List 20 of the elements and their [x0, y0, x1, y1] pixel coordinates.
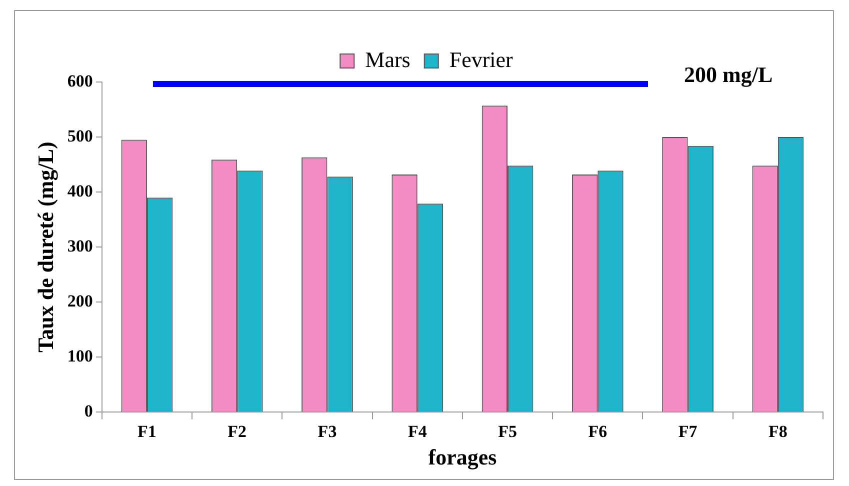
- x-tick-label: F5: [498, 422, 517, 441]
- x-tick-label: F4: [408, 422, 428, 441]
- y-tick-label: 600: [67, 71, 93, 90]
- x-tick-label: F7: [678, 422, 698, 441]
- x-tick-label: F2: [228, 422, 247, 441]
- y-tick-label: 500: [67, 126, 93, 146]
- legend-label: Fevrier: [449, 46, 514, 72]
- y-tick-label: 400: [67, 181, 93, 200]
- x-tick-label: F1: [138, 422, 156, 441]
- y-tick-label: 200: [67, 292, 93, 311]
- y-tick-label: 300: [67, 236, 93, 256]
- legend-label: Mars: [365, 46, 410, 72]
- annotation: 200 mg/L: [684, 62, 773, 88]
- y-tick-label: 100: [67, 346, 93, 366]
- y-tick-label: 0: [84, 402, 93, 421]
- y-axis-title: Taux de dureté (mg/L): [32, 142, 58, 353]
- x-tick-label: F3: [318, 422, 337, 441]
- x-tick-label: F8: [768, 422, 788, 441]
- x-tick-label: F6: [588, 422, 608, 441]
- x-axis-title: forages: [428, 444, 498, 470]
